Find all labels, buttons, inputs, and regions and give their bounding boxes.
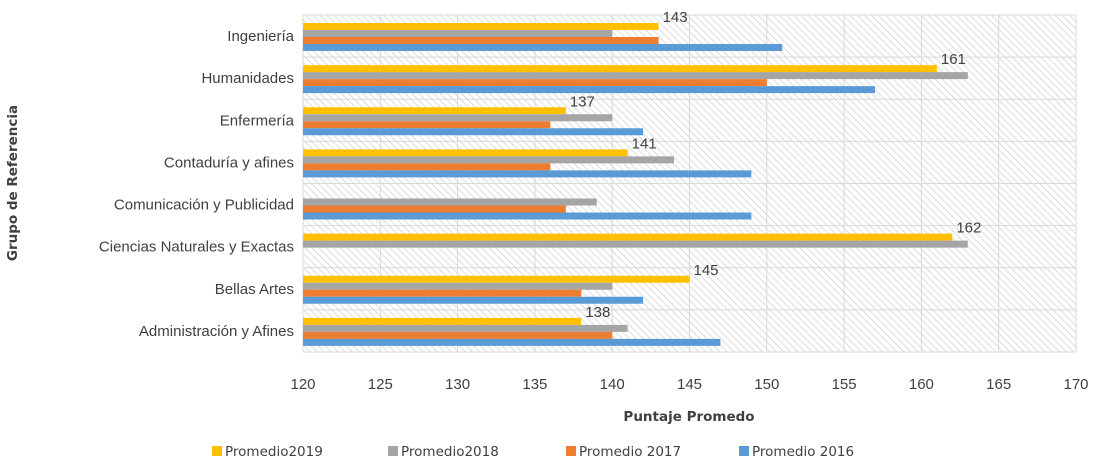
x-tick-label-5: 145 <box>677 376 702 393</box>
category-label-3: Contaduría y afines <box>164 154 294 171</box>
bar-4-2 <box>303 205 566 213</box>
bar-2-0 <box>303 107 566 115</box>
bar-0-0 <box>303 23 659 30</box>
bar-0-1 <box>303 30 613 37</box>
legend-label-1: Promedio2018 <box>401 444 499 460</box>
legend-item-0: Promedio2019 <box>212 444 323 460</box>
bar-2-3 <box>303 128 644 136</box>
legend-label-0: Promedio2019 <box>225 444 323 460</box>
legend-item-3: Promedio 2016 <box>739 444 854 460</box>
data-label-2: 137 <box>570 93 595 110</box>
bars <box>303 23 968 346</box>
bar-4-1 <box>303 198 597 206</box>
category-label-6: Bellas Artes <box>215 281 294 298</box>
x-tick-label-2: 130 <box>445 376 470 393</box>
y-axis-title: Grupo de Referencia <box>5 105 21 261</box>
x-tick-label-6: 150 <box>754 376 779 393</box>
category-label-4: Comunicación y Publicidad <box>114 197 294 214</box>
legend-label-2: Promedio 2017 <box>579 444 681 460</box>
data-labels: 143 161 137 141 162 145 138 <box>570 9 982 321</box>
data-label-0: 143 <box>663 9 688 26</box>
bar-5-0 <box>303 233 953 241</box>
bar-6-1 <box>303 282 613 290</box>
category-label-1: Humanidades <box>201 70 294 87</box>
bar-4-3 <box>303 212 752 220</box>
bar-2-2 <box>303 121 551 129</box>
x-axis-title: Puntaje Promedo <box>623 409 754 425</box>
category-label-5: Ciencias Naturales y Exactas <box>99 239 294 256</box>
bar-1-1 <box>303 72 968 80</box>
bar-5-1 <box>303 240 968 248</box>
bar-0-2 <box>303 37 659 44</box>
bar-7-1 <box>303 324 628 332</box>
x-tick-label-1: 125 <box>368 376 393 393</box>
category-label-2: Enfermería <box>220 112 295 129</box>
bar-7-2 <box>303 331 613 339</box>
data-label-3: 141 <box>632 135 657 152</box>
bar-6-2 <box>303 289 582 297</box>
x-tick-label-9: 165 <box>986 376 1011 393</box>
legend-swatch-2 <box>566 446 576 456</box>
legend: Promedio2019 Promedio2018 Promedio 2017 Pro… <box>212 444 854 460</box>
legend-swatch-0 <box>212 446 222 456</box>
bar-1-2 <box>303 79 767 87</box>
bar-6-3 <box>303 296 644 304</box>
bar-2-1 <box>303 114 613 122</box>
legend-label-3: Promedio 2016 <box>752 444 854 460</box>
x-tick-label-7: 155 <box>832 376 857 393</box>
legend-swatch-1 <box>388 446 398 456</box>
category-labels: Ingeniería Humanidades Enfermería Contadurí… <box>99 28 295 340</box>
bar-6-0 <box>303 275 690 283</box>
legend-swatch-3 <box>739 446 749 456</box>
x-tick-labels: 120 125 130 135 140 145 150 155 160 165 170 <box>290 376 1088 393</box>
bar-3-0 <box>303 149 628 157</box>
x-tick-label-4: 140 <box>600 376 625 393</box>
x-tick-label-10: 170 <box>1063 376 1088 393</box>
bar-1-3 <box>303 86 876 94</box>
bar-7-0 <box>303 317 582 325</box>
data-label-4: 162 <box>956 220 981 237</box>
bar-1-0 <box>303 65 937 73</box>
x-tick-label-3: 135 <box>522 376 547 393</box>
bar-3-3 <box>303 170 752 178</box>
data-label-6: 138 <box>585 304 610 321</box>
data-label-1: 161 <box>941 51 966 68</box>
legend-item-1: Promedio2018 <box>388 444 499 460</box>
legend-item-2: Promedio 2017 <box>566 444 681 460</box>
category-label-0: Ingeniería <box>227 28 294 45</box>
category-label-7: Administración y Afines <box>139 323 294 340</box>
bar-7-3 <box>303 338 721 346</box>
data-label-5: 145 <box>694 262 719 279</box>
x-tick-label-0: 120 <box>290 376 315 393</box>
x-tick-label-8: 160 <box>909 376 934 393</box>
bar-3-1 <box>303 156 675 164</box>
bar-0-3 <box>303 44 783 51</box>
bar-3-2 <box>303 163 551 171</box>
